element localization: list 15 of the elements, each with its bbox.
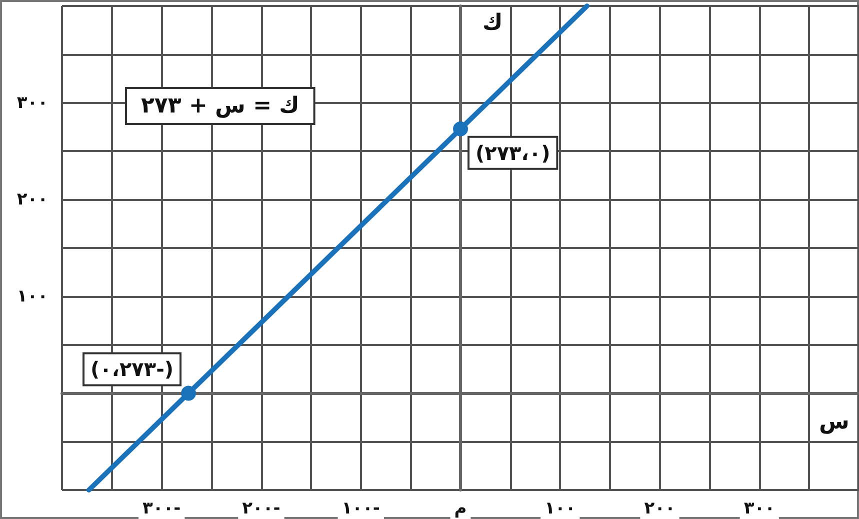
x-tick-label: ٣٠٠ xyxy=(744,498,775,518)
x-tick-label: ٢٠٠- xyxy=(242,498,280,518)
x-tick-label: ١٠٠- xyxy=(342,498,380,518)
annotation: (٠،٢٧٣-) xyxy=(90,357,174,382)
x-tick-label: ٢٠٠ xyxy=(644,498,676,518)
x-tick-label: ١٠٠ xyxy=(544,498,576,518)
text: ك = س + ٢٧٣ xyxy=(141,94,300,118)
y-axis-title: ك xyxy=(482,10,503,36)
x-tick-label: م xyxy=(454,498,467,518)
y-tick-label: ٣٠٠ xyxy=(16,92,48,113)
y-tick-label: ٢٠٠ xyxy=(16,190,48,210)
x-tick-label: ٣٠٠- xyxy=(142,498,181,518)
x-axis-title: س xyxy=(819,410,850,435)
annotation: (٢٧٣،٠) xyxy=(476,140,550,165)
y-tick-label: ١٠٠ xyxy=(16,286,48,306)
